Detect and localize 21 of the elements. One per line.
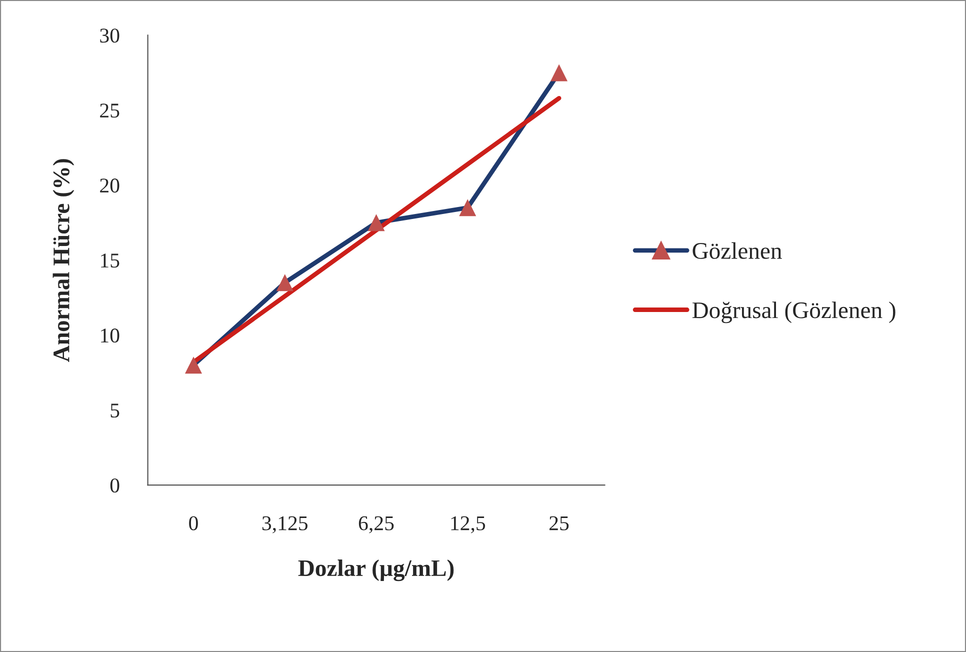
x-tick-label: 6,25: [358, 516, 394, 534]
x-tick-label: 3,125: [262, 516, 308, 534]
y-tick-label: 0: [110, 478, 120, 493]
y-tick-label: 15: [101, 254, 120, 268]
point: [459, 199, 476, 216]
point: [184, 356, 202, 374]
y-tick-label: 20: [100, 178, 120, 193]
y-tick-label: 10: [101, 328, 120, 343]
x-tick-label: 12,5: [451, 516, 486, 534]
y-axis-title: Anormal Hücre (%): [52, 159, 74, 362]
y-tick-label: 30: [100, 28, 120, 43]
x-axis-title: Dozlar (µg/mL): [298, 560, 454, 582]
point: [550, 64, 568, 82]
point: [276, 274, 294, 292]
y-tick-label: 25: [100, 104, 120, 118]
x-tick-label: 25: [550, 516, 569, 530]
x-tick-label: 0: [189, 516, 198, 530]
point: [368, 214, 385, 232]
legend-label: Doğrusal (Gözlenen ): [692, 302, 896, 324]
legend-label: Gözlenen: [692, 242, 782, 259]
y-tick-label: 5: [110, 404, 120, 418]
